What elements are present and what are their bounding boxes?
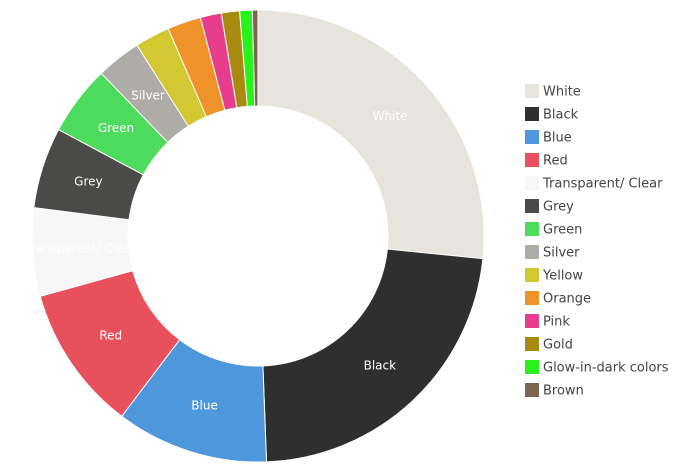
- slice-label: Red: [99, 329, 122, 343]
- legend-label: White: [543, 85, 581, 100]
- legend-label: Gold: [543, 338, 573, 353]
- legend-swatch: [525, 314, 539, 328]
- legend-label: Blue: [543, 131, 572, 146]
- legend-label: Orange: [543, 292, 591, 307]
- legend-swatch: [525, 153, 539, 167]
- legend-label: Glow-in-dark colors: [543, 361, 669, 376]
- slice-label: Grey: [74, 175, 102, 189]
- donut-slice: [257, 9, 485, 260]
- legend-label: Green: [543, 223, 582, 238]
- legend-swatch: [525, 268, 539, 282]
- slice-label: Transparent/ Clear: [24, 241, 135, 255]
- legend-swatch: [525, 107, 539, 121]
- legend-label: Grey: [543, 200, 574, 215]
- legend-label: Yellow: [542, 269, 583, 284]
- legend-swatch: [525, 337, 539, 351]
- legend-swatch: [525, 291, 539, 305]
- legend-label: Brown: [543, 384, 584, 399]
- legend-swatch: [525, 130, 539, 144]
- slice-label: Blue: [191, 398, 218, 412]
- slice-label: Green: [98, 121, 134, 135]
- slice-label: White: [373, 109, 408, 123]
- legend-label: Pink: [543, 315, 570, 330]
- slice-label: Silver: [131, 89, 165, 103]
- donut-slice: [262, 248, 484, 463]
- legend-swatch: [525, 222, 539, 236]
- legend-swatch: [525, 245, 539, 259]
- legend-swatch: [525, 383, 539, 397]
- legend-swatch: [525, 360, 539, 374]
- legend-swatch: [525, 176, 539, 190]
- slice-label: Black: [364, 358, 397, 372]
- legend-label: Silver: [543, 246, 580, 261]
- legend-label: Red: [543, 154, 568, 169]
- donut-slice: [251, 9, 259, 107]
- legend-label: Black: [543, 108, 579, 123]
- legend-label: Transparent/ Clear: [542, 177, 663, 192]
- legend-swatch: [525, 84, 539, 98]
- legend-swatch: [525, 199, 539, 213]
